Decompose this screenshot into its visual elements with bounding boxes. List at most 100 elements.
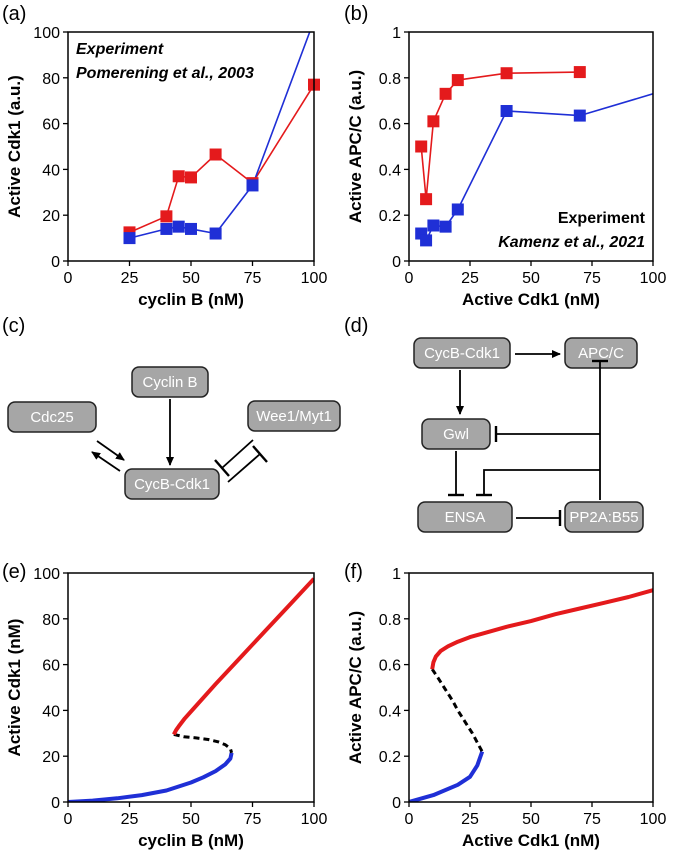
y-tick-label: 60 (42, 658, 60, 675)
x-tick-label: 0 (64, 811, 73, 828)
node-label: PP2A:B55 (569, 509, 638, 526)
data-point (185, 171, 197, 184)
node-label: APC/C (578, 345, 624, 362)
y-axis-label: Active Cdk1 (nM) (5, 619, 24, 757)
panel-tag-b: (b) (344, 3, 368, 25)
x-tick-label: 25 (461, 811, 479, 828)
edge-ensa-inhibits-pp2a (516, 510, 562, 526)
chart-annotation: Experiment (76, 41, 164, 58)
data-point (420, 193, 433, 206)
series-line (68, 752, 234, 802)
x-tick-label: 50 (522, 811, 540, 828)
data-point (451, 203, 464, 216)
y-axis-label: Active APC/C (a.u.) (346, 611, 365, 764)
data-point (209, 227, 222, 240)
y-tick-label: 100 (33, 25, 60, 42)
chart-e: 0 25 50 75 100 0 20 40 60 80 100 cyclin B (nM) Activ… (5, 566, 327, 850)
y-axis-label: Active Cdk1 (a.u.) (5, 75, 24, 218)
y-tick-label: 0 (51, 254, 60, 271)
y-tick-label: 0 (392, 795, 401, 812)
chart-annotation: Kamenz et al., 2021 (498, 234, 645, 251)
y-tick-label: 0.2 (379, 749, 401, 766)
y-tick-label: 0.8 (379, 612, 401, 629)
x-tick-label: 0 (405, 270, 414, 287)
y-tick-label: 20 (42, 749, 60, 766)
x-tick-label: 75 (244, 811, 262, 828)
series-line (172, 577, 314, 736)
series-line (409, 750, 485, 802)
data-point (185, 222, 197, 235)
x-tick-label: 50 (522, 270, 540, 287)
node-label: Cdc25 (30, 409, 73, 426)
node-cycb-cdk1: CycB-Cdk1 (413, 337, 511, 369)
data-point (500, 105, 513, 118)
x-tick-label: 25 (121, 270, 139, 287)
x-axis-label: Active Cdk1 (nM) (462, 831, 600, 850)
x-tick-label: 50 (182, 811, 200, 828)
edge-pp2a-inhibits-gwl (494, 426, 600, 442)
node-label: CycB-Cdk1 (134, 476, 210, 493)
node-apc-c: APC/C (564, 337, 638, 369)
data-point (246, 179, 259, 192)
chart-annotation: Experiment (558, 210, 646, 227)
edge-gwl-inhibits-ensa (448, 451, 464, 497)
data-point (439, 220, 452, 233)
node-gwl: Gwl (421, 418, 491, 450)
x-tick-label: 100 (640, 811, 667, 828)
y-tick-label: 100 (33, 566, 60, 583)
node-label: Gwl (443, 426, 469, 443)
series-line (430, 588, 653, 670)
data-point (172, 170, 185, 183)
series-line (173, 732, 234, 754)
series-group (68, 577, 314, 802)
panel-tag-a: (a) (2, 3, 26, 25)
series-line (430, 668, 484, 753)
node-cycb-cdk1: CycB-Cdk1 (124, 468, 220, 500)
panel-tag-e: (e) (2, 561, 26, 583)
node-label: Cyclin B (142, 374, 197, 391)
data-point (160, 210, 173, 223)
y-tick-label: 40 (42, 162, 60, 179)
y-tick-label: 0 (51, 795, 60, 812)
edge-cdc25-to-cdk1 (96, 440, 125, 461)
y-tick-label: 0 (392, 254, 401, 271)
x-axis-label: cyclin B (nM) (138, 290, 244, 309)
data-point (415, 140, 428, 153)
data-point (573, 109, 586, 122)
y-tick-label: 20 (42, 208, 60, 225)
data-point (451, 74, 464, 87)
edge-wee1-inhibits-cdk1 (214, 439, 254, 477)
y-tick-label: 40 (42, 703, 60, 720)
x-tick-label: 25 (461, 270, 479, 287)
x-axis-label: cyclin B (nM) (138, 831, 244, 850)
data-point (427, 219, 440, 232)
panel-tag-c: (c) (2, 315, 25, 337)
x-tick-label: 100 (301, 270, 328, 287)
x-tick-label: 75 (583, 270, 601, 287)
x-tick-label: 75 (583, 811, 601, 828)
y-tick-label: 0.4 (379, 703, 401, 720)
node-ensa: ENSA (417, 501, 513, 533)
edge-cdk1-inhibits-wee1 (227, 445, 268, 483)
data-point (420, 234, 433, 247)
y-axis-label: Active APC/C (a.u.) (346, 70, 365, 223)
x-axis-label: Active Cdk1 (nM) (462, 290, 600, 309)
diagram-c: Cyclin B Cdc25 Wee1/Myt1 CycB-Cdk1 (7, 366, 341, 500)
node-pp2a-b55: PP2A:B55 (564, 501, 644, 533)
edge-pp2a-inhibits-ensa (476, 469, 600, 497)
series-line (129, 84, 314, 234)
node-label: CycB-Cdk1 (424, 345, 500, 362)
node-cyclin-b: Cyclin B (131, 366, 209, 398)
edge-cdk1-to-cdc25 (91, 451, 121, 472)
chart-b: 0 25 50 75 100 0 0.2 0.4 0.6 0.8 1 Active Cdk1 (nM)… (346, 25, 666, 309)
panel-tag-f: (f) (344, 561, 363, 583)
x-tick-label: 25 (121, 811, 139, 828)
data-point (172, 220, 185, 233)
y-tick-label: 60 (42, 117, 60, 134)
y-tick-label: 80 (42, 71, 60, 88)
node-label: Wee1/Myt1 (256, 408, 332, 425)
series-group (409, 588, 653, 802)
panel-tag-d: (d) (344, 315, 368, 337)
data-point (500, 67, 513, 80)
chart-f: 0 25 50 75 100 0 0.2 0.4 0.6 0.8 1 Active Cdk1 (nM)… (346, 566, 666, 850)
